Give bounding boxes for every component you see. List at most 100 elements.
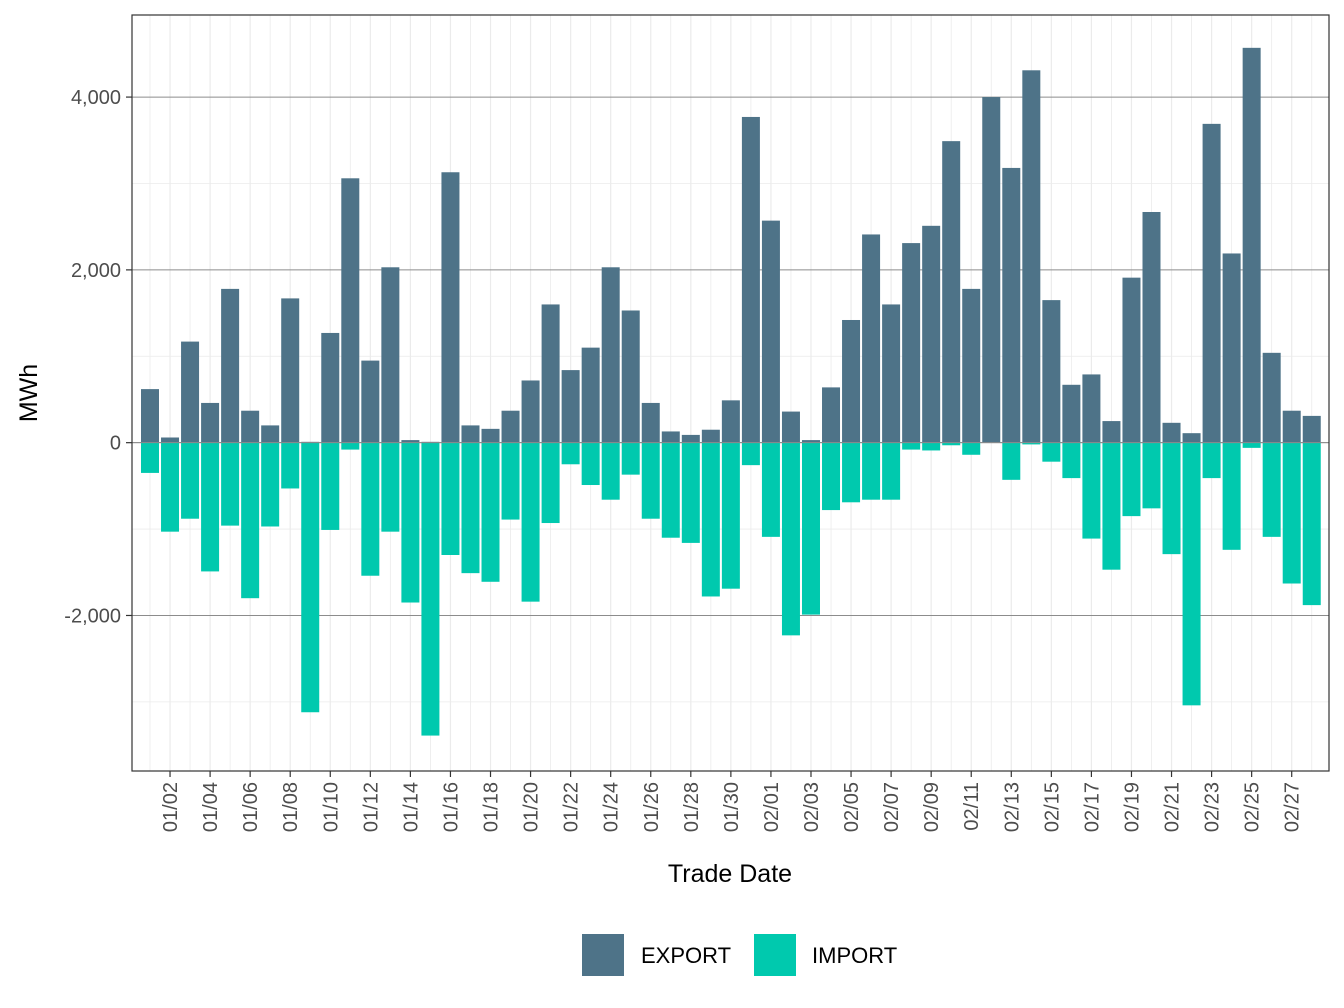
bar-import [1162,442,1181,555]
bar-export [1102,421,1121,443]
bar-import [1202,442,1221,479]
bar-import [461,442,480,574]
bar-import [1122,442,1141,517]
bar-import [441,442,460,555]
bar-import [741,442,760,466]
x-tick-label: 02/13 [1001,782,1023,832]
bar-import [1102,442,1121,570]
bar-import [1042,442,1061,462]
bar-import [781,442,800,636]
bar-import [161,442,180,532]
bar-export [1262,352,1281,443]
bar-export [1142,211,1161,443]
bar-import [801,442,820,615]
bar-export [561,370,580,443]
x-tick-label: 01/02 [160,782,182,832]
bar-export [1082,374,1101,443]
bar-export [541,304,560,443]
bar-import [1082,442,1101,539]
bar-import [1062,442,1081,479]
x-tick-label: 02/03 [801,782,823,832]
bar-import [581,442,600,486]
bar-export [801,440,820,443]
bar-import [301,442,320,713]
x-tick-label: 02/15 [1041,782,1063,832]
x-tick-label: 01/30 [721,782,743,832]
bar-export [581,347,600,443]
x-axis: 01/02 01/04 01/06 01/08 01/10 01/12 01/14 01/16… [160,771,1304,832]
x-tick-label: 01/26 [641,782,663,832]
bar-export [1282,410,1301,443]
bar-import [481,442,500,582]
bar-import [1022,442,1041,445]
bar-export [441,172,460,443]
x-tick-label: 01/16 [440,782,462,832]
bar-import [361,442,380,576]
bar-export [241,410,260,443]
bar-export [521,380,540,443]
x-axis-title: Trade Date [668,860,792,888]
x-tick-label: 01/20 [521,782,543,832]
bar-export [1242,47,1261,443]
x-tick-label: 01/28 [681,782,703,832]
bar-export [261,425,280,443]
bar-export [621,310,640,443]
legend-label-export: EXPORT [641,943,731,968]
bar-export [1182,433,1201,443]
bar-import [661,442,680,538]
bar-export [481,428,500,443]
y-axis: -2,000 0 2,000 4,000 [64,87,132,627]
bar-export [501,410,520,443]
x-tick-label: 02/09 [921,782,943,832]
bar-import [381,442,400,532]
x-tick-label: 02/11 [961,782,983,831]
bar-import [201,442,220,572]
bar-import [1182,442,1201,706]
bars [141,47,1321,736]
bar-export [461,425,480,443]
bar-import [1302,442,1321,606]
bar-import [141,442,159,473]
bar-import [902,442,921,450]
x-tick-label: 02/19 [1121,782,1143,832]
bar-import [341,442,360,450]
bar-export [882,304,901,443]
x-tick-label: 01/04 [200,782,222,832]
bar-export [401,440,420,443]
bar-import [842,442,861,503]
x-tick-label: 01/18 [481,782,503,832]
bar-export [1202,123,1221,443]
bar-export [1162,422,1181,443]
bar-import [421,442,440,736]
x-tick-label: 02/01 [761,782,783,832]
bar-import [241,442,260,599]
bar-import [1142,442,1161,509]
bar-import [1242,442,1261,448]
x-tick-label: 02/21 [1162,782,1184,832]
bar-export [902,243,921,443]
bar-import [862,442,881,500]
bar-import [942,442,961,446]
bar-export [381,267,400,443]
y-tick-label: -2,000 [64,605,121,627]
bar-export [962,288,981,443]
bar-export [341,178,360,443]
x-tick-label: 01/12 [360,782,382,832]
bar-export [701,429,720,443]
bar-export [141,389,159,443]
legend: EXPORT IMPORT [582,934,897,976]
bar-export [161,437,180,443]
legend-key-export [582,934,624,976]
legend-label-import: IMPORT [812,943,897,968]
bar-export [321,332,340,443]
bar-export [862,234,881,443]
x-tick-label: 02/05 [841,782,863,832]
bar-import [321,442,340,530]
x-tick-label: 01/10 [320,782,342,832]
bar-export [922,225,941,443]
x-tick-label: 02/07 [881,782,903,832]
bar-export [601,267,620,443]
bar-import [882,442,901,500]
bar-export [1042,300,1061,443]
bar-export [741,116,760,443]
